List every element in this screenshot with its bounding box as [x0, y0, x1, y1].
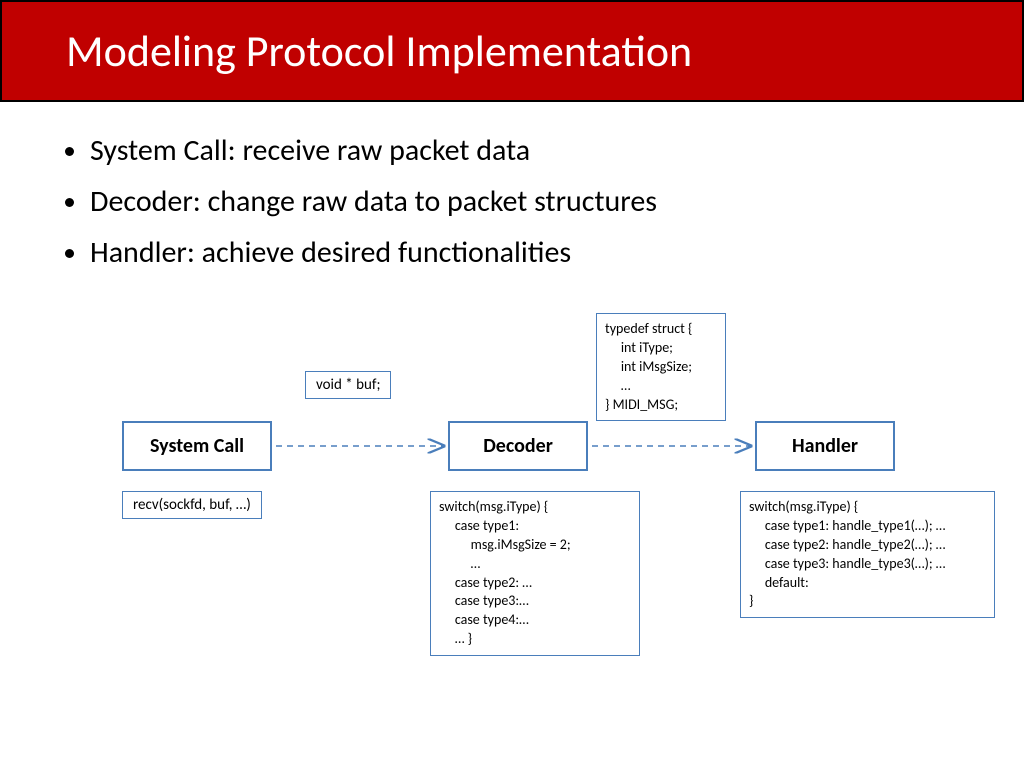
- node-label: System Call: [150, 434, 244, 458]
- node-decoder: Decoder: [448, 421, 588, 471]
- recv-call-box: recv(sockfd, buf, …): [122, 491, 262, 519]
- struct-def-box: typedef struct { int iType; int iMsgSize…: [596, 313, 726, 421]
- buf-label-text: void * buf;: [316, 376, 380, 394]
- decoder-switch-box: switch(msg.iType) { case type1: msg.iMsg…: [430, 491, 640, 656]
- slide-title: Modeling Protocol Implementation: [0, 0, 1024, 102]
- buf-label-box: void * buf;: [305, 371, 391, 399]
- node-label: Handler: [792, 434, 858, 458]
- bullet-item: Decoder: change raw data to packet struc…: [90, 183, 1024, 220]
- flowchart-diagram: System Call Decoder Handler void * buf; …: [0, 291, 1024, 711]
- handler-switch-box: switch(msg.iType) { case type1: handle_t…: [740, 491, 995, 618]
- bullet-list: System Call: receive raw packet data Dec…: [90, 132, 1024, 271]
- node-handler: Handler: [755, 421, 895, 471]
- slide-title-text: Modeling Protocol Implementation: [66, 24, 692, 78]
- recv-call-text: recv(sockfd, buf, …): [133, 496, 251, 514]
- node-label: Decoder: [483, 434, 553, 458]
- node-system-call: System Call: [122, 421, 272, 471]
- bullet-item: Handler: achieve desired functionalities: [90, 234, 1024, 271]
- bullet-item: System Call: receive raw packet data: [90, 132, 1024, 169]
